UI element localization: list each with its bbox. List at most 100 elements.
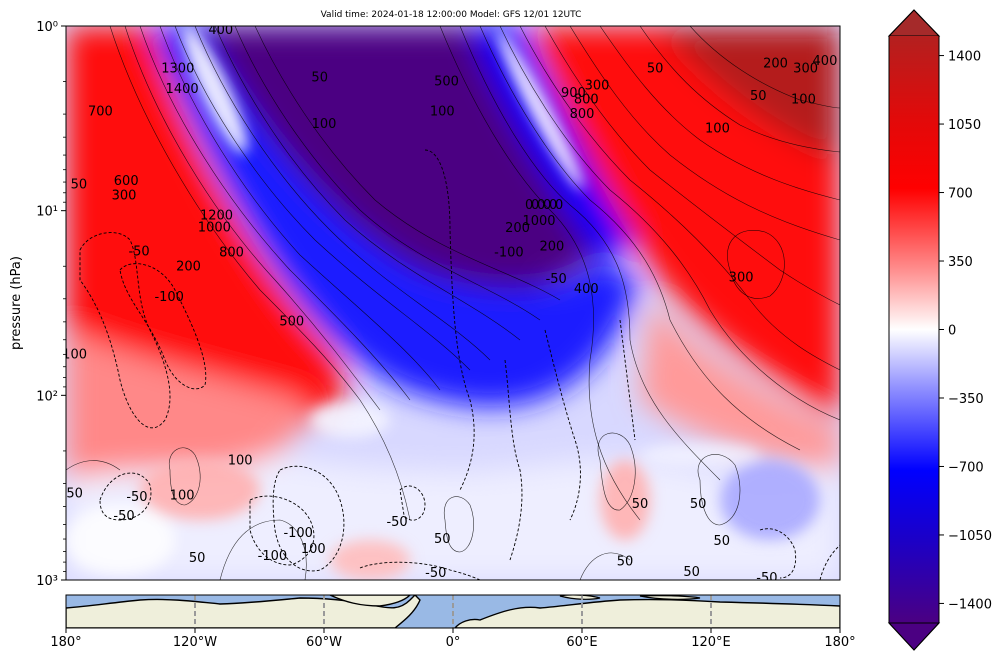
contour-label: 1000	[522, 214, 555, 229]
contour-lines-negative	[79, 149, 840, 580]
x-tick-label: 120°E	[691, 635, 731, 650]
contour-label: -100	[494, 246, 524, 261]
contour-label: 200	[539, 239, 564, 254]
colorbar-tick-label: −1400	[948, 597, 992, 612]
colorbar-tick-label: 1400	[948, 50, 981, 65]
field-patch-pink-se	[600, 460, 650, 540]
contour-label: 800	[574, 92, 599, 107]
contour-label: 600	[114, 174, 139, 189]
field-right-pink	[640, 300, 840, 470]
field-right-warm-region	[530, 26, 840, 420]
x-tick-label: 60°E	[566, 635, 597, 650]
contour-label: 400	[574, 282, 599, 297]
colorbar-outline	[888, 9, 940, 651]
contour-label-cluster: 000 000	[525, 198, 563, 213]
colorbar-tick-label: −1050	[948, 529, 992, 544]
svg-text:0: 0	[555, 198, 563, 213]
contour-label: 100	[705, 122, 730, 137]
map-land-greenland	[329, 595, 411, 607]
contour-label: -50	[756, 571, 777, 586]
colorbar-extend-max	[887, 9, 941, 37]
colorbar-ticks: 1400 1050 700 350 0 −350 −700 −1050 −1400	[939, 50, 992, 612]
chart-title: Valid time: 2024-01-18 12:00:00 Model: G…	[321, 10, 582, 20]
contour-label: 300	[729, 270, 754, 285]
y-axis-minor-ticks	[63, 81, 66, 572]
contour-label: -100	[258, 549, 288, 564]
field-patch-white-east	[640, 443, 760, 467]
contour-label: 400	[208, 23, 233, 38]
field-patch-white-sw	[66, 505, 175, 575]
map-gridlines	[194, 595, 712, 628]
x-axis-ticks: 180° 120°W 60°W 0° 60°E 120°E 180°	[50, 628, 856, 650]
y-tick-label: 10¹	[36, 205, 58, 220]
contour-label: 300	[585, 79, 610, 94]
contour-label: 500	[279, 314, 304, 329]
contour-label: 500	[434, 75, 459, 90]
contour-label: 100	[312, 117, 337, 132]
y-axis-ticks: 10⁰ 10¹ 10² 10³	[36, 20, 66, 589]
contour-label: 1200	[200, 208, 233, 223]
colorbar-extend-min	[887, 622, 941, 651]
svg-text:0: 0	[537, 198, 545, 213]
contour-label: 800	[570, 107, 595, 122]
contour-label: 50	[690, 497, 707, 512]
contour-label: 50	[632, 497, 649, 512]
colorbar-tick-label: 1050	[948, 118, 981, 133]
contour-label: 100	[170, 488, 195, 503]
contour-label: 300	[793, 62, 818, 77]
colorbar-tick-label: −700	[948, 460, 984, 475]
contour-label: -50	[126, 490, 147, 505]
field-low-level-pale	[66, 438, 840, 580]
contour-label: 50	[434, 532, 451, 547]
contour-label: 700	[88, 104, 113, 119]
contour-label: 50	[647, 62, 664, 77]
contour-label: 200	[763, 57, 788, 72]
x-tick-label: 180°	[824, 635, 855, 650]
svg-text:0: 0	[543, 198, 551, 213]
field-patch-pink-mid	[140, 460, 260, 520]
contour-label: -50	[386, 515, 407, 530]
contour-label: 100	[430, 104, 455, 119]
contour-label: 200	[176, 259, 201, 274]
contour-label: 800	[219, 245, 244, 260]
x-tick-label: 180°	[50, 635, 81, 650]
contour-label: 50	[683, 565, 700, 580]
colorbar-body	[889, 36, 939, 623]
contour-label: -50	[425, 566, 446, 581]
field-patch-white-mid	[310, 402, 390, 438]
svg-text:0: 0	[531, 198, 539, 213]
field-patch-white-jet-west	[182, 26, 248, 154]
map-land-eurasia	[454, 598, 840, 628]
contour-label: 50	[713, 534, 730, 549]
contour-label: 300	[112, 189, 137, 204]
contour-label: -50	[128, 244, 149, 259]
contour-label: 50	[189, 551, 206, 566]
field-right-upper-dark	[660, 26, 840, 160]
svg-text:0: 0	[549, 198, 557, 213]
map-land-north-america	[66, 595, 421, 628]
field-fills	[66, 26, 840, 580]
field-left-warm-region	[66, 26, 345, 430]
contour-label: -50	[546, 272, 567, 287]
contour-label: 50	[71, 177, 88, 192]
y-axis-label: pressure (hPa)	[9, 256, 24, 350]
contour-label: 1400	[166, 82, 199, 97]
contour-label: -100	[283, 526, 313, 541]
colorbar-tick-label: 350	[948, 255, 973, 270]
contour-label: 400	[813, 54, 838, 69]
plot-frame	[65, 25, 841, 581]
contour-label: 50	[617, 555, 634, 570]
contour-lines-positive	[66, 26, 840, 580]
contour-label: 50	[66, 486, 83, 501]
contour-label: 100	[228, 453, 253, 468]
x-tick-label: 0°	[446, 635, 461, 650]
field-patch-blue-se	[720, 460, 820, 540]
contour-label: -50	[113, 509, 134, 524]
y-tick-label: 10⁰	[36, 20, 58, 35]
field-left-warm-lower	[66, 330, 304, 480]
field-patch-white-jet-east	[496, 30, 584, 190]
contour-label: 50	[311, 70, 328, 85]
